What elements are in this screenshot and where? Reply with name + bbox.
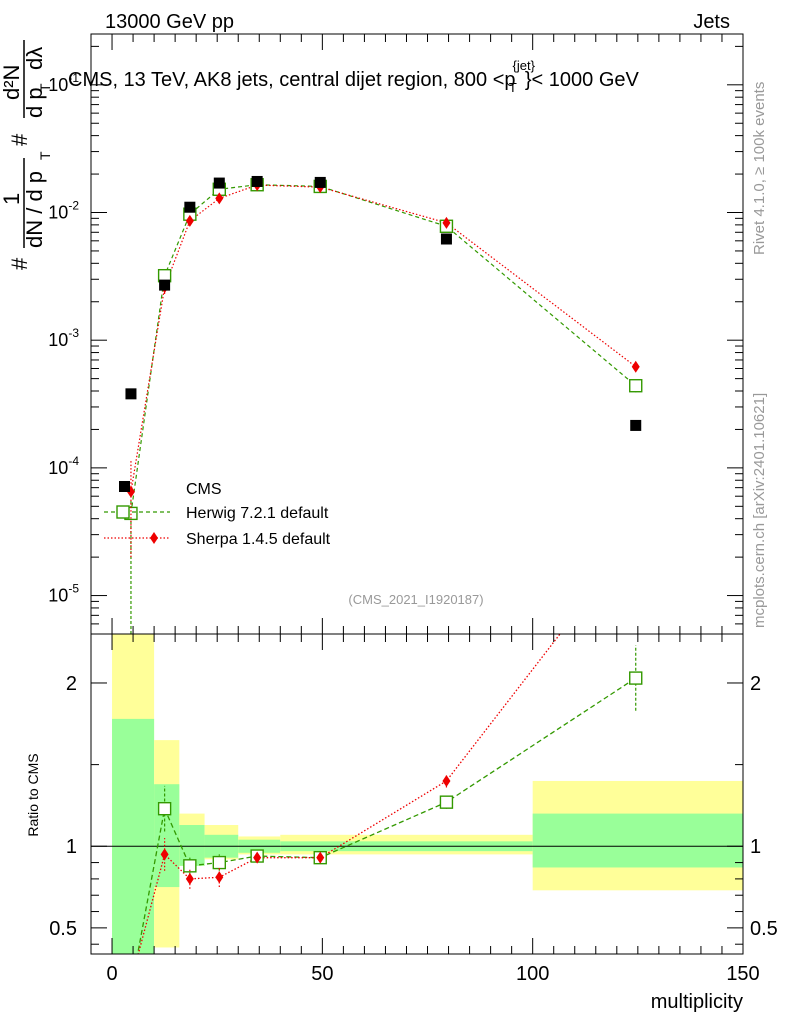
ratio-ytick-label: 0.5 [49,918,77,940]
sherpa-point [215,192,224,205]
ratio-xtick-label: 50 [311,963,333,985]
ratio-ytick-label-right: 0.5 [750,918,778,940]
svg-text:#: # [7,133,32,146]
ratio-bands [112,634,743,954]
main-ytick-label: 10-4 [48,454,79,478]
legend-marker-cms [119,481,130,492]
herwig-ratio-point [183,859,197,873]
ratio-ylabel: Ratio to CMS [25,753,41,836]
main-ytick-label: 10-2 [48,198,79,222]
ratio-series-lines [136,634,637,954]
sherpa-ratio-point [215,871,224,884]
cms-point [159,279,171,291]
legend-label-herwig: Herwig 7.2.1 default [186,505,329,522]
ratio-band-inner [179,825,205,866]
main-ytick-label: 10-3 [48,326,79,350]
legend-label-cms: CMS [186,481,222,498]
ratio-xtick-label: 100 [516,963,549,985]
sherpa-ratio-point [253,851,262,864]
ratio-frame [90,633,744,955]
herwig-line [130,184,637,514]
cms-point [630,419,642,431]
sherpa-ratio-point [160,848,169,861]
herwig-ratio-point [157,801,172,816]
ratio-band-inner [532,813,743,868]
svg-text:#: # [7,257,32,270]
xaxis-label: multiplicity [651,991,743,1013]
main-series-lines [130,184,637,514]
sherpa-ratio-point [316,851,325,864]
ratio-band-inner [154,784,180,888]
svg-text:d p: d p [22,87,47,118]
main-axis-ticks: 10-5 10-4 10-3 10-2 10-1 [48,34,744,634]
ratio-ytick-label: 2 [66,673,77,695]
herwig-ratio-point [212,855,226,870]
cms-point [184,201,196,213]
ratio-series-markers [157,645,643,889]
cms-point [125,388,137,400]
herwig-ratio-point [629,671,643,685]
cms-point [440,233,452,245]
ratio-xtick-label: 0 [106,963,117,985]
sherpa-point [631,360,640,373]
energy-label: 13000 GeV pp [105,11,234,33]
sherpa-point [442,216,451,229]
ratio-xtick-label: 150 [726,963,759,985]
cms-point [314,176,326,188]
sherpa-line [130,184,637,492]
side-label-bottom: mcplots.cern.ch [arXiv:2401.10621] [751,393,768,628]
category-label: Jets [693,11,730,33]
main-title: CMS, 13 TeV, AK8 jets, central dijet reg… [68,58,640,95]
main-ytick-label: 10-5 [48,582,79,606]
herwig-ratio-point [439,795,454,809]
ratio-band-inner [112,718,155,954]
main-ytick-label: 10-1 [48,71,79,95]
svg-text:1: 1 [0,193,24,205]
legend-label-sherpa: Sherpa 1.4.5 default [186,531,331,548]
svg-text:dN / d p: dN / d p [22,171,47,248]
herwig-point [629,379,643,393]
legend: CMS Herwig 7.2.1 default Sherpa 1.4.5 de… [104,481,331,548]
svg-text:dλ: dλ [22,47,47,70]
cms-point [251,175,263,187]
legend-marker-herwig [116,505,130,519]
ratio-ytick-label: 1 [66,836,77,858]
sherpa-point [185,214,194,227]
svg-text:T: T [37,151,53,160]
analysis-id: (CMS_2021_I1920187) [348,592,483,607]
ratio-ytick-label-right: 1 [750,836,761,858]
svg-text:d²N: d²N [0,65,24,100]
ratio-axis-ticks: 0.5 0.5 1 1 2 2 0 50 100 150 [49,634,778,985]
sherpa-ratio-point [185,872,194,885]
svg-text:T: T [37,83,53,92]
main-series-markers [124,175,643,634]
herwig-ratio-line [136,677,637,954]
sherpa-ratio-point [442,774,451,787]
side-label-top: Rivet 4.1.0, ≥ 100k events [751,82,768,255]
sherpa-ratio-line [137,634,561,954]
cms-point [213,177,225,189]
main-ylabel: # 1 dN / d p T # d²N d p T dλ [0,40,53,270]
legend-marker-sherpa [150,532,158,544]
ratio-ytick-label-right: 2 [750,673,761,695]
